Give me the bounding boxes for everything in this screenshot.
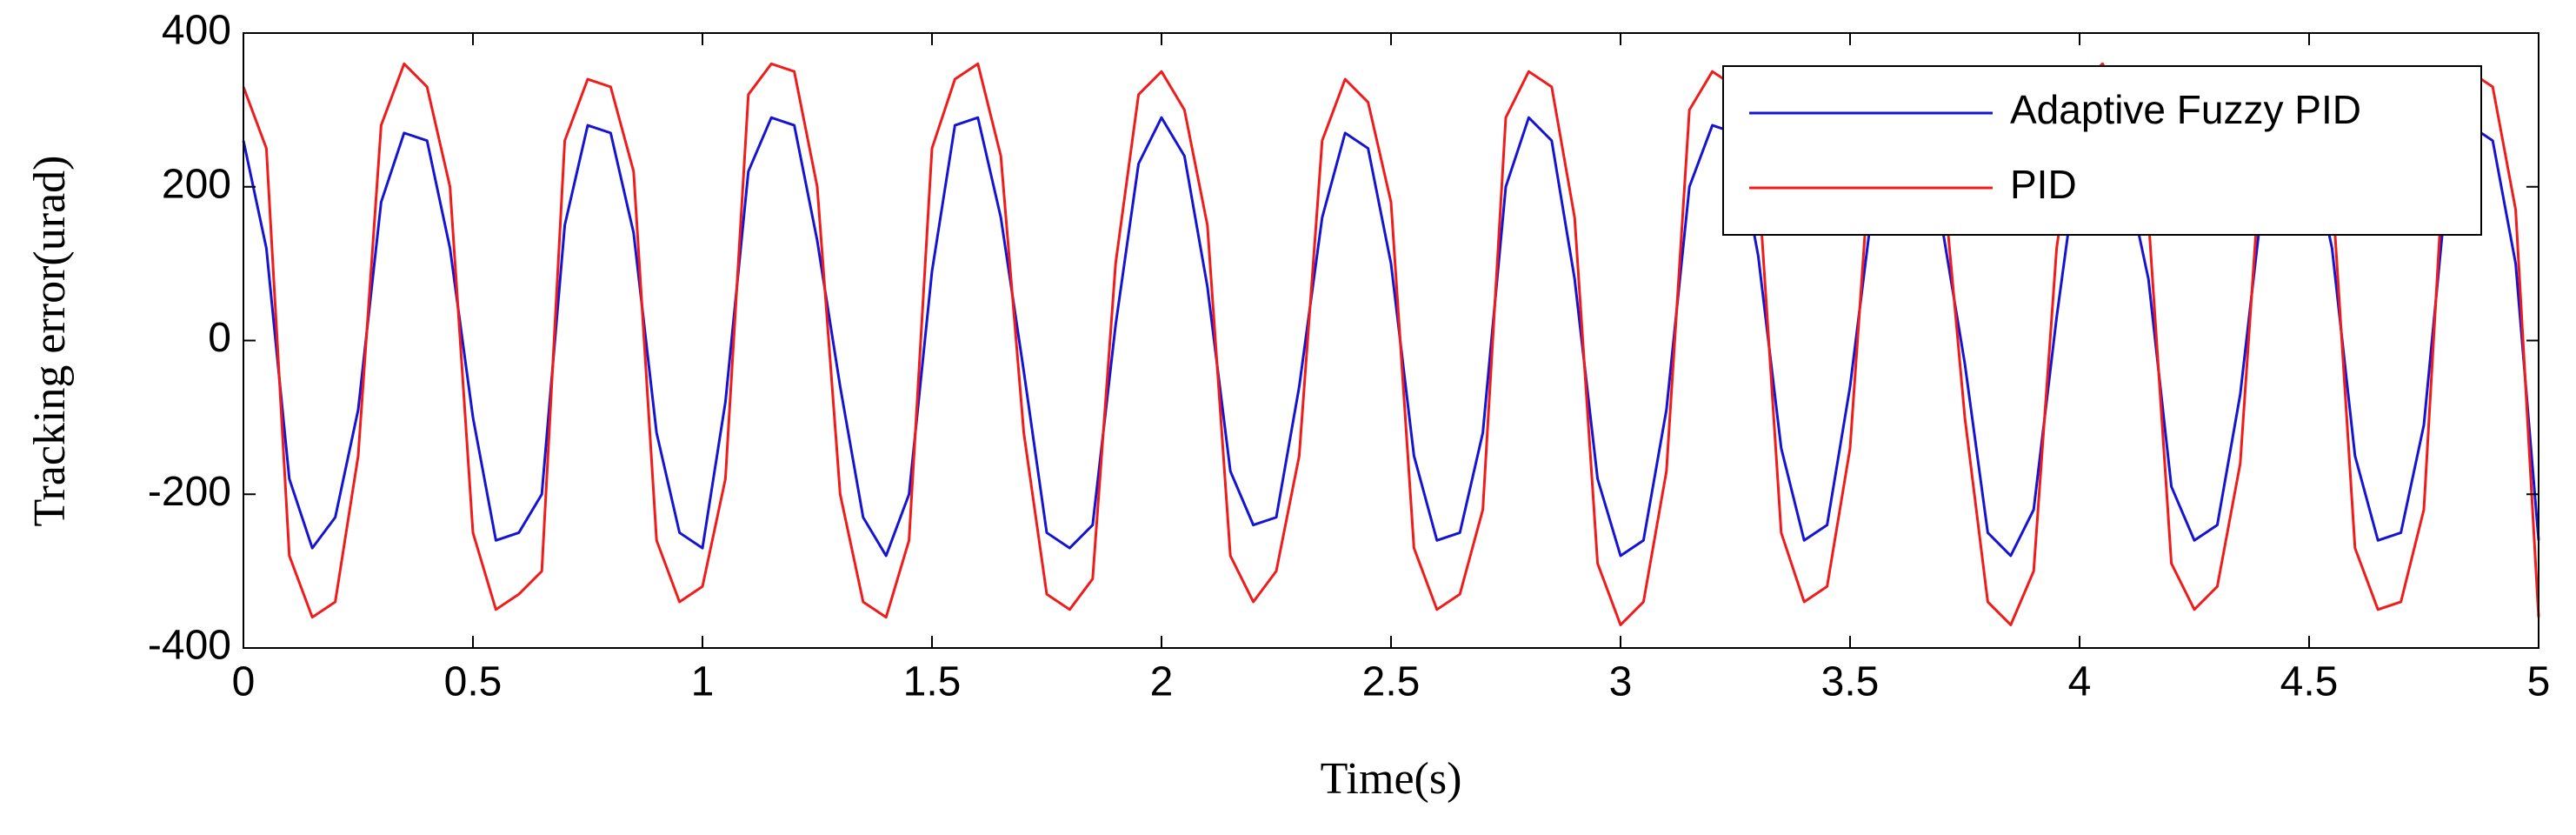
x-tick-label: 3 <box>1609 659 1633 705</box>
x-tick-label: 2.5 <box>1362 659 1421 705</box>
x-tick-label: 2 <box>1150 659 1174 705</box>
x-tick-label: 1.5 <box>903 659 962 705</box>
x-tick-label: 4.5 <box>2280 659 2339 705</box>
legend-label: Adaptive Fuzzy PID <box>2010 87 2361 132</box>
x-axis-label: Time(s) <box>1321 754 1462 804</box>
x-tick-label: 0.5 <box>444 659 503 705</box>
y-tick-label: 400 <box>162 8 231 54</box>
y-tick-label: -200 <box>148 469 231 515</box>
x-tick-label: 0 <box>232 659 256 705</box>
x-tick-label: 4 <box>2068 659 2092 705</box>
series-line <box>242 62 2540 626</box>
y-tick-label: -400 <box>148 623 231 669</box>
legend-box <box>1722 65 2482 236</box>
y-axis-label: Tracking error(urad) <box>25 156 75 527</box>
x-tick-label: 3.5 <box>1821 659 1880 705</box>
legend-label: PID <box>2010 162 2077 207</box>
y-tick-label: 200 <box>162 161 231 207</box>
x-tick-label: 1 <box>691 659 715 705</box>
legend: Adaptive Fuzzy PID PID <box>1722 65 2482 236</box>
y-tick-label: 0 <box>208 315 231 361</box>
x-tick-label: 5 <box>2527 659 2551 705</box>
